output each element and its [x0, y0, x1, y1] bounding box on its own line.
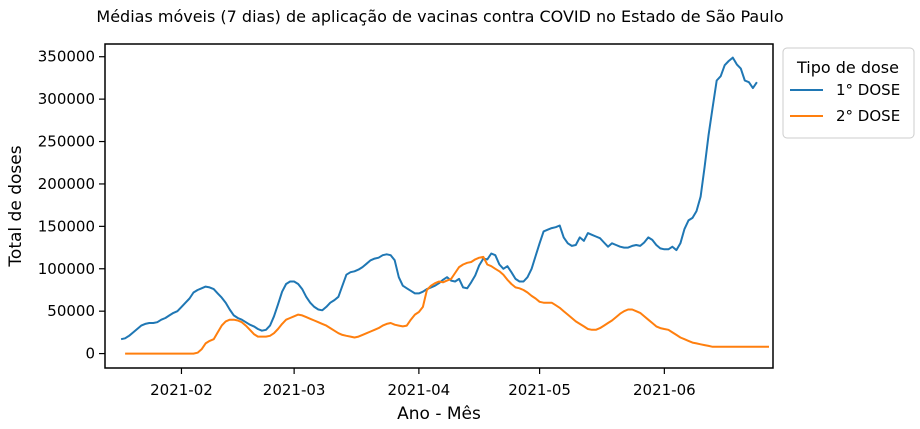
y-tick-label: 100000	[38, 260, 95, 278]
x-tick-label: 2021-04	[388, 381, 451, 399]
x-tick-label: 2021-03	[263, 381, 326, 399]
series-line-2-dose	[125, 255, 769, 355]
x-axis-label: Ano - Mês	[397, 404, 481, 424]
y-tick-label: 200000	[38, 175, 95, 193]
series-line-1-dose	[120, 56, 758, 341]
y-axis: 0 50000 100000 150000 200000 250000 300000 3500…	[38, 48, 105, 363]
y-tick-label: 0	[85, 345, 95, 363]
y-tick-label: 350000	[38, 48, 95, 66]
y-tick-label: 300000	[38, 90, 95, 108]
y-axis-label: Total de doses	[6, 145, 26, 267]
legend-title: Tipo de dose	[796, 58, 899, 77]
y-tick-label: 50000	[47, 302, 95, 320]
x-tick-label: 2021-06	[633, 381, 696, 399]
x-tick-label: 2021-05	[508, 381, 571, 399]
legend-items: 1° DOSE 2° DOSE	[790, 81, 900, 125]
y-tick-label: 250000	[38, 133, 95, 151]
chart-title: Médias móveis (7 dias) de aplicação de v…	[96, 7, 783, 26]
y-tick-label: 150000	[38, 217, 95, 235]
legend: Tipo de dose 1° DOSE 2° DOSE	[782, 47, 915, 139]
legend-label-2: 2° DOSE	[836, 107, 900, 125]
plot-frame	[104, 43, 774, 369]
x-axis: 2021-02 2021-03 2021-04 2021-05 2021-06	[150, 368, 696, 399]
x-tick-label: 2021-02	[150, 381, 213, 399]
series-layer	[120, 56, 769, 355]
legend-label-1: 1° DOSE	[836, 81, 900, 99]
